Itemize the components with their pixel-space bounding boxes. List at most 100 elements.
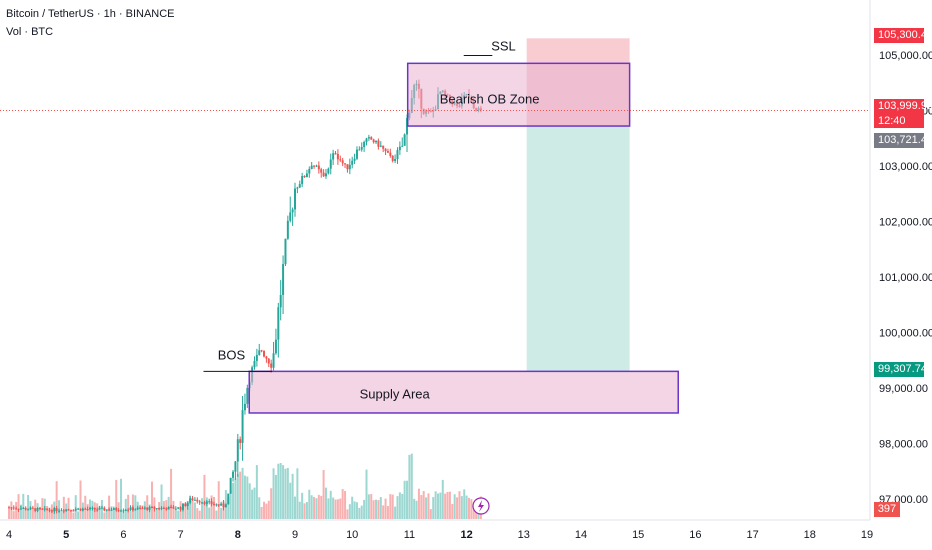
volume-bar	[141, 505, 144, 519]
price-tick-label: 101,000.00	[879, 272, 932, 284]
volume-bar	[31, 508, 34, 519]
volume-bar	[72, 512, 75, 519]
candle-body	[334, 153, 337, 155]
candle-body	[48, 509, 51, 511]
volume-bar	[186, 501, 189, 519]
volume-legend[interactable]: Vol · BTC	[6, 26, 54, 38]
volume-bar	[465, 495, 468, 519]
volume-bar	[344, 491, 347, 519]
volume-bar	[270, 488, 273, 519]
volume-bar	[15, 501, 18, 519]
volume-bar	[112, 509, 115, 519]
stop-price-tag: 99,307.74	[874, 362, 927, 377]
volume-bar	[324, 487, 327, 519]
volume-bar	[67, 497, 70, 519]
volume-bar	[162, 501, 165, 519]
candle-body	[246, 387, 249, 404]
candle-body	[112, 508, 115, 510]
candle-body	[329, 159, 332, 169]
candle-body	[105, 509, 108, 511]
candle-body	[360, 147, 363, 150]
volume-bar	[298, 501, 301, 519]
volume-bar	[413, 498, 416, 519]
candle-body	[379, 145, 382, 147]
volume-bar	[151, 481, 153, 519]
volume-bar	[429, 509, 432, 519]
candle-body	[179, 507, 182, 510]
volume-bar	[339, 498, 342, 519]
candle-body	[79, 508, 82, 511]
volume-bar	[470, 499, 473, 519]
candle-body	[339, 159, 342, 161]
candle-body	[29, 507, 32, 510]
volume-bar	[363, 499, 366, 519]
volume-bar	[10, 501, 13, 519]
candle-body	[289, 212, 292, 221]
candle-body	[208, 501, 211, 503]
time-tick-label: 19	[861, 529, 873, 541]
candle-body	[98, 508, 101, 510]
candle-body	[353, 158, 356, 161]
candle-body	[193, 499, 196, 501]
volume-bar	[284, 468, 287, 519]
candle-body	[162, 507, 165, 509]
volume-bar	[155, 509, 158, 519]
candle-body	[322, 172, 325, 177]
volume-bar	[313, 496, 316, 519]
candle-body	[93, 507, 96, 510]
volume-bar	[217, 481, 220, 519]
volume-bar	[310, 495, 313, 519]
candle-body	[243, 403, 246, 411]
candle-body	[394, 158, 397, 161]
candle-body	[184, 503, 187, 507]
candle-body	[270, 363, 273, 368]
volume-bar	[229, 489, 232, 519]
candle-body	[324, 173, 327, 177]
candle-body	[348, 164, 351, 170]
candle-body	[401, 145, 404, 147]
volume-bar	[86, 504, 89, 519]
time-tick-label: 17	[746, 529, 758, 541]
candle-body	[8, 507, 10, 509]
symbol-title[interactable]: Bitcoin / TetherUS · 1h · BINANCE	[6, 8, 175, 20]
bos-label: BOS	[218, 347, 246, 362]
volume-bar	[103, 512, 106, 519]
bearish-ob-label: Bearish OB Zone	[440, 91, 540, 106]
volume-bar	[375, 499, 378, 519]
candle-body	[172, 506, 175, 509]
candle-body	[43, 508, 46, 510]
volume-bar	[437, 493, 439, 519]
volume-bar	[127, 494, 130, 519]
volume-bar	[367, 494, 370, 519]
candle-body	[134, 509, 137, 511]
time-tick-label: 4	[6, 529, 12, 541]
volume-bar	[263, 501, 266, 519]
candle-body	[229, 477, 232, 494]
candle-body	[67, 509, 70, 511]
candle-body	[286, 220, 289, 239]
volume-bar	[139, 506, 142, 519]
volume-bar	[370, 494, 373, 519]
volume-bar	[220, 507, 223, 519]
volume-bar	[294, 496, 296, 519]
candle-body	[141, 507, 144, 509]
candle-body	[212, 504, 215, 506]
volume-bar	[12, 511, 15, 519]
position-reward-area	[526, 125, 630, 371]
volume-bar	[170, 468, 173, 519]
candle-body	[344, 163, 347, 165]
candle-body	[143, 507, 146, 509]
volume-bar	[198, 510, 201, 519]
candle-body	[115, 508, 118, 511]
volume-bar	[475, 510, 478, 519]
candle-body	[50, 510, 53, 512]
bearish-ob-zone	[406, 62, 631, 127]
volume-bar	[394, 506, 397, 519]
candle-body	[148, 506, 151, 510]
candle-body	[10, 507, 13, 509]
candle-body	[363, 141, 366, 148]
candle-body	[210, 501, 213, 505]
volume-bar	[122, 512, 125, 519]
volume-bar	[74, 495, 77, 519]
